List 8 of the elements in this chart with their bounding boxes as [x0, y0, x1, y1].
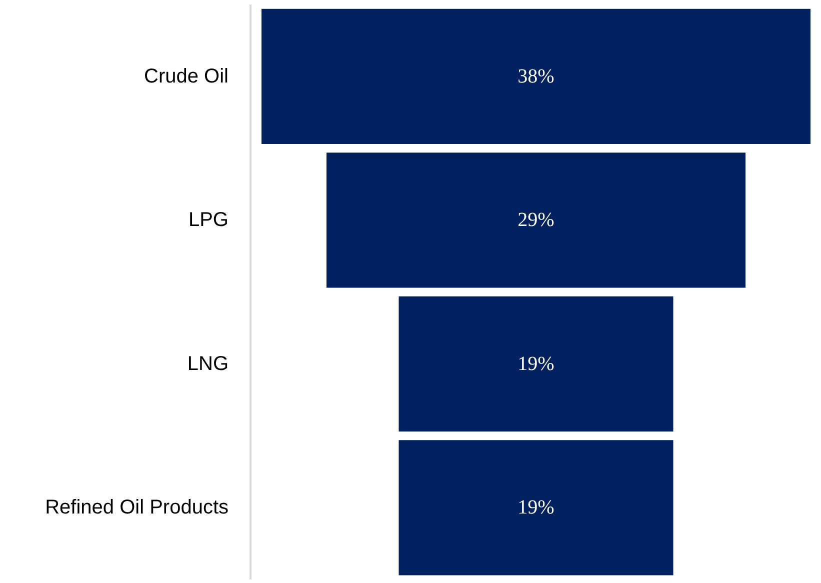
data-label: 38% [518, 65, 554, 88]
category-label: Crude Oil [144, 65, 229, 88]
data-label: 19% [518, 352, 554, 375]
data-label: 19% [518, 496, 554, 519]
data-label: 29% [518, 209, 554, 232]
category-label: Refined Oil Products [45, 496, 229, 519]
category-label: LPG [188, 209, 229, 232]
category-label: LNG [187, 352, 228, 375]
